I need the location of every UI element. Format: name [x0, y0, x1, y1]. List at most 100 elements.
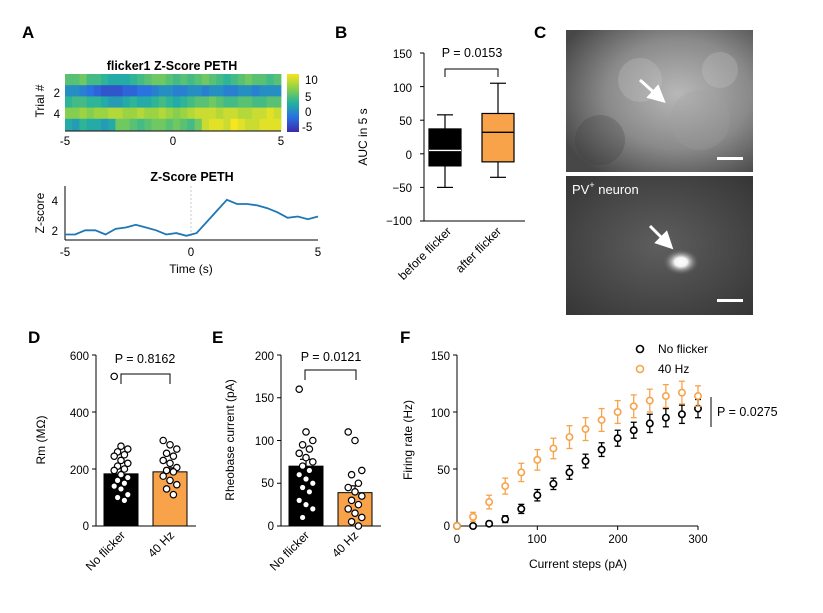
f-x-tick: 0 — [454, 534, 460, 546]
data-point — [117, 470, 125, 479]
heatmap-cell — [245, 118, 253, 131]
f-data-point — [693, 392, 702, 401]
heatmap-cell — [209, 107, 217, 120]
heatmap-cell — [144, 107, 152, 120]
data-point — [357, 492, 366, 500]
neuron-label: PV+ neuron — [572, 180, 639, 197]
f-data-point — [645, 419, 654, 428]
f-data-point — [501, 515, 510, 524]
data-point — [169, 468, 178, 476]
heatmap-cell — [187, 74, 195, 86]
data-point — [298, 462, 307, 470]
heatmap-cell — [158, 74, 167, 86]
heatmap-cell — [273, 118, 282, 131]
box-y-label: AUC in 5 s — [356, 108, 370, 165]
d-p-value-label: P = 0.8162 — [115, 352, 176, 366]
heatmap-cell — [79, 118, 87, 131]
heatmap-cell — [65, 85, 73, 97]
f-data-point — [565, 468, 574, 477]
heatmap-cell — [79, 74, 87, 86]
heatmap-title: flicker1 Z-Score PETH — [107, 59, 238, 73]
heatmap-cell — [194, 74, 203, 86]
f-data-point — [549, 479, 558, 488]
microscopy-images: PV+ neuron — [566, 30, 753, 315]
line-chart-title: Z-Score PETH — [150, 170, 233, 184]
heatmap-cell — [259, 85, 267, 97]
heatmap-cell — [158, 85, 167, 97]
arrow-icon — [638, 78, 666, 104]
heatmap-cell — [187, 107, 195, 120]
heatmap-cell — [165, 85, 174, 97]
heatmap-cell — [151, 96, 159, 108]
heatmap-cell — [173, 107, 181, 120]
scale-bar — [717, 299, 743, 302]
f-data-point — [469, 521, 478, 530]
heatmap-cell — [137, 74, 145, 86]
line-x-tick: 0 — [188, 247, 194, 259]
firing-rate-chart: 150 100 50 0 0 100 200 300 Current steps… — [401, 342, 778, 571]
heatmap-cell — [122, 85, 131, 97]
heatmap-cell — [266, 107, 275, 120]
heatmap-cell — [273, 85, 282, 97]
data-point — [124, 459, 132, 468]
data-point — [173, 445, 181, 453]
data-point — [351, 487, 359, 496]
f-data-point — [452, 521, 461, 530]
heatmap-cell — [194, 107, 203, 120]
data-point — [308, 479, 317, 488]
heatmap-cell — [259, 107, 267, 120]
f-data-point — [485, 519, 494, 528]
f-y-label: Firing rate (Hz) — [401, 400, 415, 480]
heatmap-cell — [252, 96, 260, 108]
f-data-point — [613, 434, 622, 443]
data-point — [357, 513, 366, 522]
heatmap-cell — [101, 96, 109, 108]
f-data-point — [645, 396, 654, 405]
heatmap-cell — [165, 96, 174, 108]
heatmap-cell — [137, 118, 145, 131]
heatmap-cell — [151, 85, 159, 97]
colorbar-tick: -5 — [302, 122, 312, 134]
bar-chart-rheobase: 200 150 100 50 0 Rheobase current (pA) P… — [223, 350, 381, 573]
box-body — [481, 112, 515, 163]
data-point — [295, 496, 304, 505]
heatmap-cell — [108, 96, 116, 108]
heatmap-cell — [266, 85, 275, 97]
heatmap-cell — [237, 96, 246, 108]
f-x-label: Current steps (pA) — [529, 557, 627, 571]
heatmap-cell — [72, 118, 80, 131]
heatmap-cell — [216, 96, 224, 108]
heatmap-cell — [237, 85, 246, 97]
heatmap-cell — [180, 96, 188, 108]
neuron-cell-body — [663, 249, 699, 275]
heatmap-cell — [173, 85, 181, 97]
heatmap-cell — [180, 85, 188, 97]
f-data-point — [677, 388, 686, 397]
data-point — [110, 482, 119, 490]
heatmap-cell — [223, 74, 231, 86]
heatmap-cell — [237, 107, 246, 120]
heatmap-cell — [194, 118, 203, 131]
heatmap-cell — [158, 107, 167, 120]
data-point — [308, 458, 317, 466]
data-point — [295, 385, 304, 394]
data-point — [302, 500, 310, 509]
heatmap-cell — [122, 118, 131, 131]
line-y-label: Z-score — [33, 192, 47, 233]
panel-label-d: D — [28, 328, 40, 347]
data-point — [347, 496, 356, 505]
heatmap-cell — [151, 74, 159, 86]
heatmap-cell — [194, 96, 203, 108]
f-x-tick: 300 — [688, 534, 707, 546]
data-point — [344, 483, 353, 492]
heatmap-cell — [108, 74, 116, 86]
heatmap-cell — [93, 85, 102, 97]
box-y-tick: 150 — [393, 49, 412, 61]
f-data-point — [661, 392, 670, 401]
e-y-tick-marks — [277, 354, 281, 527]
f-data-point — [629, 426, 638, 435]
heatmap-cell — [115, 107, 123, 120]
data-point — [344, 505, 353, 513]
data-point — [351, 436, 359, 445]
